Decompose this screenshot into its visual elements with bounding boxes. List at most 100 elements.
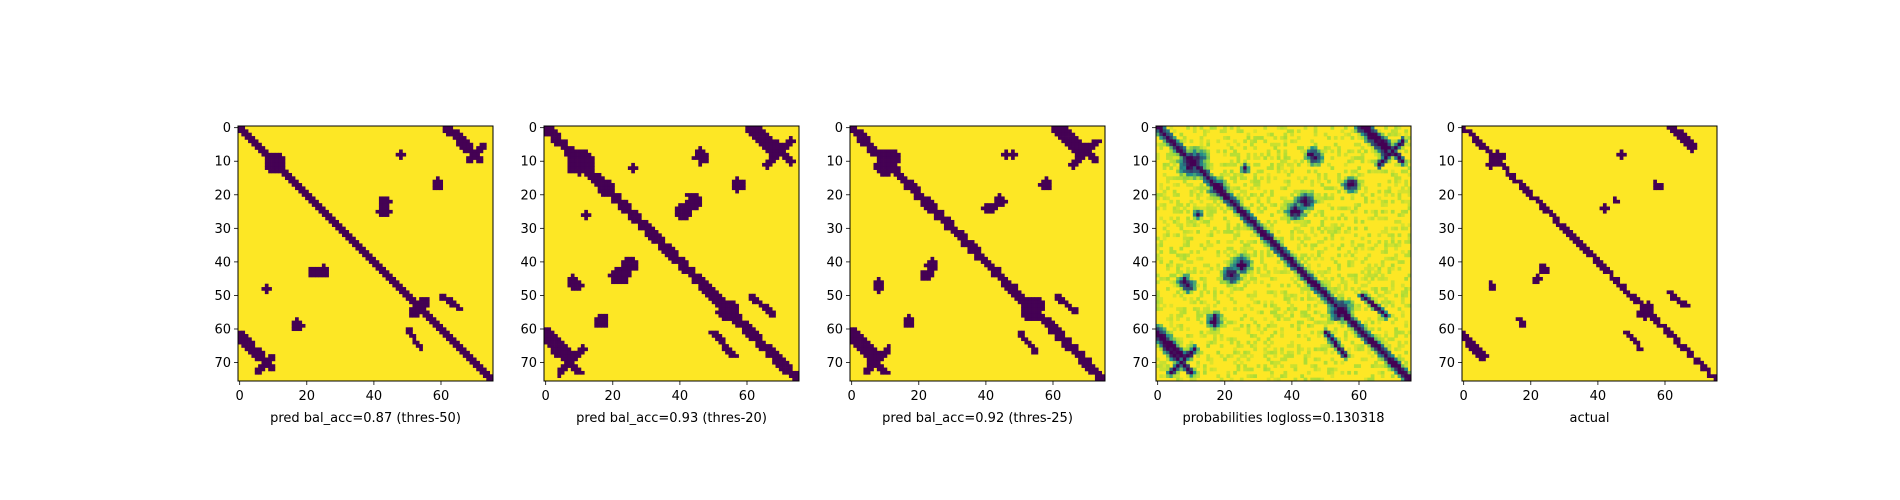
heatmap-cell <box>1327 337 1331 342</box>
heatmap-cell <box>1370 377 1375 382</box>
heatmap-cell <box>1260 256 1264 261</box>
heatmap-cell <box>1586 246 1590 251</box>
heatmap-cell <box>1347 307 1351 311</box>
heatmap-cell <box>435 186 440 191</box>
heatmap-cell <box>1047 179 1052 184</box>
heatmap-cell <box>412 303 417 308</box>
heatmap-cell <box>1317 193 1321 197</box>
heatmap-cell <box>728 310 733 315</box>
heatmap-cell <box>792 139 796 144</box>
heatmap-cell <box>1159 340 1164 345</box>
heatmap-cell <box>254 139 259 144</box>
heatmap-cell <box>1317 156 1321 160</box>
heatmap-cell <box>1317 149 1321 154</box>
heatmap-cell <box>382 273 386 278</box>
heatmap-cell <box>947 223 952 228</box>
heatmap-cell <box>698 276 703 281</box>
heatmap-cell <box>1239 360 1244 365</box>
heatmap-cell <box>1186 364 1190 368</box>
heatmap-cell <box>1713 374 1718 378</box>
heatmap-cell <box>1226 374 1231 378</box>
x-tick-label: 40 <box>672 389 689 404</box>
heatmap-cell <box>550 136 555 140</box>
heatmap-cell <box>1256 364 1261 368</box>
heatmap-cell <box>382 266 386 271</box>
heatmap-cell <box>590 172 595 177</box>
heatmap-cell <box>1400 169 1405 174</box>
heatmap-cell <box>1169 273 1174 278</box>
heatmap-cell <box>1078 350 1082 355</box>
heatmap-cell <box>1172 273 1177 278</box>
heatmap-cell <box>758 347 763 352</box>
heatmap-cell <box>694 206 699 211</box>
heatmap-cell <box>684 263 689 268</box>
heatmap-cell <box>1223 323 1227 328</box>
heatmap-cell <box>1280 216 1284 221</box>
heatmap-cell <box>1081 357 1086 362</box>
heatmap-cell <box>1192 377 1197 382</box>
heatmap-cell <box>1159 203 1164 207</box>
heatmap-cell <box>870 354 874 358</box>
heatmap-cell <box>1394 360 1398 365</box>
heatmap-cell <box>1390 129 1395 134</box>
heatmap-cell <box>1320 320 1325 325</box>
heatmap-cell <box>1330 230 1335 234</box>
heatmap-cell <box>1377 129 1382 134</box>
heatmap-cell <box>1317 226 1321 231</box>
heatmap-cells <box>544 126 800 382</box>
heatmap-cell <box>694 199 699 204</box>
heatmap-cell <box>883 166 888 170</box>
heatmap-cell <box>634 213 639 217</box>
heatmap-cell <box>1317 377 1321 382</box>
heatmap-cell <box>1176 219 1180 224</box>
heatmap-cell <box>1340 350 1345 355</box>
heatmap-cell <box>604 189 609 194</box>
heatmap-cell <box>1219 193 1224 197</box>
heatmap-cell <box>755 340 760 345</box>
heatmap-cell <box>597 323 602 328</box>
heatmap-cell <box>1260 193 1264 197</box>
heatmap-cell <box>295 317 299 321</box>
heatmap-cell <box>1283 152 1288 157</box>
heatmap-cell <box>1400 367 1405 372</box>
x-tick-label: 20 <box>605 389 622 404</box>
heatmap-cell <box>1340 280 1345 285</box>
heatmap-cell <box>1156 253 1160 258</box>
heatmap-cell <box>896 176 901 181</box>
heatmap-cell <box>1159 129 1164 134</box>
heatmap-cell <box>308 193 313 197</box>
y-tick-label: 70 <box>520 356 537 371</box>
heatmap-cell <box>1313 156 1318 160</box>
heatmap-cell <box>768 149 773 154</box>
heatmap-cell <box>1266 290 1271 295</box>
heatmap-cell <box>1374 307 1378 311</box>
heatmap-cell <box>1236 156 1241 160</box>
heatmap-cell <box>788 142 793 147</box>
heatmap-cell <box>1377 370 1382 375</box>
heatmap-cell <box>392 276 397 281</box>
heatmap-cell <box>1179 223 1184 228</box>
heatmap-cell <box>1333 310 1338 315</box>
heatmap-cell <box>1256 206 1261 211</box>
heatmap-cell <box>1380 276 1385 281</box>
heatmap-cell <box>425 300 430 305</box>
heatmap-cell <box>1249 293 1254 298</box>
heatmap-cell <box>1397 330 1402 335</box>
heatmap-cell <box>1360 276 1365 281</box>
heatmap-cell <box>1156 152 1160 157</box>
heatmap-cell <box>927 209 931 214</box>
heatmap-cell <box>1390 280 1395 285</box>
heatmap-cell <box>1512 179 1517 184</box>
heatmap-cell <box>1209 209 1214 214</box>
heatmap-cell <box>1653 317 1657 321</box>
heatmap-cell <box>1370 364 1375 368</box>
heatmap-cell <box>1061 129 1066 134</box>
heatmap-cell <box>1380 300 1385 305</box>
heatmap-cell <box>668 243 672 248</box>
heatmap-cell <box>1498 152 1503 157</box>
heatmap-cell <box>1545 266 1550 271</box>
heatmap-cell <box>1266 219 1271 224</box>
heatmap-cell <box>1343 303 1348 308</box>
heatmap-cell <box>1213 176 1217 181</box>
heatmap-cell <box>1347 300 1351 305</box>
